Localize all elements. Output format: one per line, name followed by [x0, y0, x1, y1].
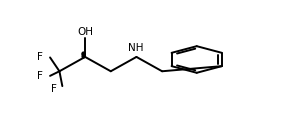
Text: NH: NH [128, 43, 143, 53]
Text: OH: OH [77, 27, 93, 37]
Text: F: F [37, 52, 43, 62]
Text: F: F [37, 71, 43, 81]
Text: F: F [51, 84, 57, 94]
